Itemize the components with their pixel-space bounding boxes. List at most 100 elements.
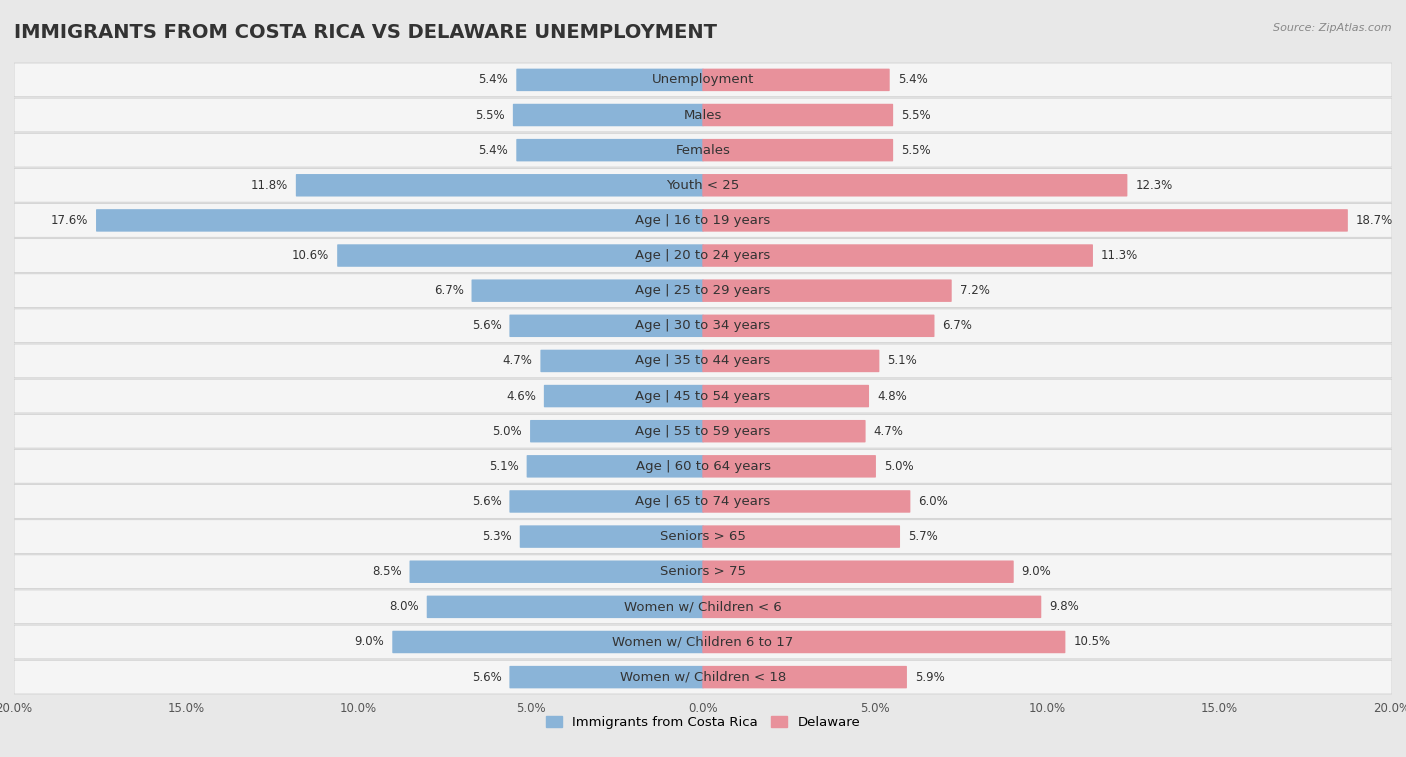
- FancyBboxPatch shape: [703, 139, 893, 161]
- Text: Seniors > 65: Seniors > 65: [659, 530, 747, 543]
- FancyBboxPatch shape: [703, 209, 1348, 232]
- FancyBboxPatch shape: [427, 596, 703, 618]
- FancyBboxPatch shape: [509, 315, 703, 337]
- Text: 5.4%: 5.4%: [897, 73, 928, 86]
- Text: 6.0%: 6.0%: [918, 495, 948, 508]
- FancyBboxPatch shape: [14, 590, 1392, 624]
- FancyBboxPatch shape: [14, 168, 1392, 202]
- Text: 10.5%: 10.5%: [1073, 635, 1111, 649]
- Text: Youth < 25: Youth < 25: [666, 179, 740, 192]
- Text: 5.4%: 5.4%: [478, 73, 509, 86]
- FancyBboxPatch shape: [703, 174, 1128, 197]
- Text: 9.0%: 9.0%: [354, 635, 384, 649]
- FancyBboxPatch shape: [703, 315, 935, 337]
- Text: Age | 55 to 59 years: Age | 55 to 59 years: [636, 425, 770, 438]
- Text: 5.1%: 5.1%: [489, 459, 519, 473]
- FancyBboxPatch shape: [703, 385, 869, 407]
- Text: Age | 25 to 29 years: Age | 25 to 29 years: [636, 284, 770, 298]
- Text: Unemployment: Unemployment: [652, 73, 754, 86]
- Text: 4.7%: 4.7%: [502, 354, 533, 367]
- Text: 4.6%: 4.6%: [506, 390, 536, 403]
- Text: 4.8%: 4.8%: [877, 390, 907, 403]
- Text: Females: Females: [675, 144, 731, 157]
- FancyBboxPatch shape: [14, 63, 1392, 97]
- Text: Women w/ Children < 6: Women w/ Children < 6: [624, 600, 782, 613]
- Text: Age | 30 to 34 years: Age | 30 to 34 years: [636, 319, 770, 332]
- Text: 6.7%: 6.7%: [942, 319, 973, 332]
- Text: 11.8%: 11.8%: [250, 179, 288, 192]
- FancyBboxPatch shape: [509, 491, 703, 512]
- Text: 5.6%: 5.6%: [472, 495, 502, 508]
- FancyBboxPatch shape: [337, 245, 703, 266]
- FancyBboxPatch shape: [392, 631, 703, 653]
- FancyBboxPatch shape: [513, 104, 703, 126]
- FancyBboxPatch shape: [703, 420, 866, 442]
- FancyBboxPatch shape: [703, 245, 1092, 266]
- Text: 5.0%: 5.0%: [492, 425, 522, 438]
- FancyBboxPatch shape: [14, 379, 1392, 413]
- FancyBboxPatch shape: [14, 204, 1392, 237]
- FancyBboxPatch shape: [516, 69, 703, 91]
- Text: Age | 16 to 19 years: Age | 16 to 19 years: [636, 214, 770, 227]
- Text: 8.5%: 8.5%: [373, 565, 402, 578]
- FancyBboxPatch shape: [471, 279, 703, 302]
- FancyBboxPatch shape: [14, 98, 1392, 132]
- FancyBboxPatch shape: [544, 385, 703, 407]
- FancyBboxPatch shape: [703, 596, 1042, 618]
- Text: Women w/ Children 6 to 17: Women w/ Children 6 to 17: [613, 635, 793, 649]
- FancyBboxPatch shape: [703, 69, 890, 91]
- Text: Age | 60 to 64 years: Age | 60 to 64 years: [636, 459, 770, 473]
- Text: 5.0%: 5.0%: [884, 459, 914, 473]
- FancyBboxPatch shape: [703, 279, 952, 302]
- FancyBboxPatch shape: [14, 238, 1392, 273]
- Text: 5.4%: 5.4%: [478, 144, 509, 157]
- FancyBboxPatch shape: [509, 666, 703, 688]
- Text: 5.6%: 5.6%: [472, 671, 502, 684]
- FancyBboxPatch shape: [703, 525, 900, 548]
- Text: 8.0%: 8.0%: [389, 600, 419, 613]
- FancyBboxPatch shape: [703, 104, 893, 126]
- Text: 5.1%: 5.1%: [887, 354, 917, 367]
- FancyBboxPatch shape: [703, 455, 876, 478]
- Text: 4.7%: 4.7%: [873, 425, 904, 438]
- Text: 5.5%: 5.5%: [901, 144, 931, 157]
- FancyBboxPatch shape: [295, 174, 703, 197]
- Text: Age | 20 to 24 years: Age | 20 to 24 years: [636, 249, 770, 262]
- FancyBboxPatch shape: [703, 666, 907, 688]
- Text: IMMIGRANTS FROM COSTA RICA VS DELAWARE UNEMPLOYMENT: IMMIGRANTS FROM COSTA RICA VS DELAWARE U…: [14, 23, 717, 42]
- Text: 5.5%: 5.5%: [901, 108, 931, 122]
- FancyBboxPatch shape: [14, 625, 1392, 659]
- Text: 5.7%: 5.7%: [908, 530, 938, 543]
- FancyBboxPatch shape: [703, 350, 879, 372]
- Text: Age | 45 to 54 years: Age | 45 to 54 years: [636, 390, 770, 403]
- FancyBboxPatch shape: [14, 484, 1392, 519]
- FancyBboxPatch shape: [527, 455, 703, 478]
- Text: Women w/ Children < 18: Women w/ Children < 18: [620, 671, 786, 684]
- FancyBboxPatch shape: [14, 555, 1392, 589]
- FancyBboxPatch shape: [703, 560, 1014, 583]
- Text: 6.7%: 6.7%: [433, 284, 464, 298]
- FancyBboxPatch shape: [14, 520, 1392, 553]
- FancyBboxPatch shape: [703, 491, 910, 512]
- Text: 18.7%: 18.7%: [1355, 214, 1393, 227]
- FancyBboxPatch shape: [540, 350, 703, 372]
- Text: 5.5%: 5.5%: [475, 108, 505, 122]
- FancyBboxPatch shape: [96, 209, 703, 232]
- FancyBboxPatch shape: [14, 414, 1392, 448]
- Text: 17.6%: 17.6%: [51, 214, 89, 227]
- Text: Males: Males: [683, 108, 723, 122]
- Text: Seniors > 75: Seniors > 75: [659, 565, 747, 578]
- FancyBboxPatch shape: [14, 309, 1392, 343]
- Legend: Immigrants from Costa Rica, Delaware: Immigrants from Costa Rica, Delaware: [540, 710, 866, 734]
- Text: 9.0%: 9.0%: [1022, 565, 1052, 578]
- FancyBboxPatch shape: [516, 139, 703, 161]
- Text: Age | 65 to 74 years: Age | 65 to 74 years: [636, 495, 770, 508]
- Text: 9.8%: 9.8%: [1049, 600, 1078, 613]
- Text: 11.3%: 11.3%: [1101, 249, 1137, 262]
- FancyBboxPatch shape: [530, 420, 703, 442]
- FancyBboxPatch shape: [520, 525, 703, 548]
- FancyBboxPatch shape: [409, 560, 703, 583]
- FancyBboxPatch shape: [703, 631, 1066, 653]
- FancyBboxPatch shape: [14, 344, 1392, 378]
- Text: 5.6%: 5.6%: [472, 319, 502, 332]
